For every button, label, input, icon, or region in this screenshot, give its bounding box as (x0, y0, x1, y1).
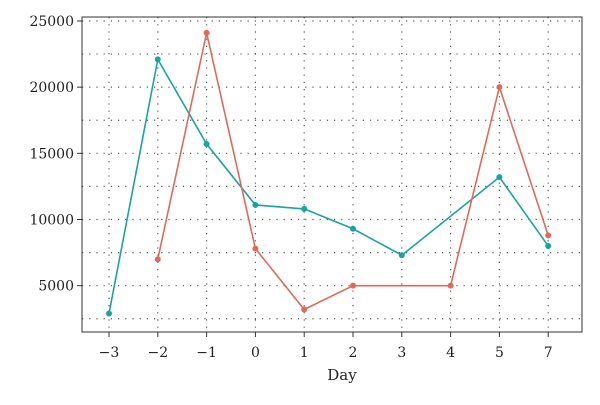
data-point (154, 56, 161, 63)
data-point (252, 201, 259, 208)
x-tick-label: 1 (300, 345, 309, 361)
data-point (301, 306, 308, 313)
series (106, 29, 552, 317)
y-tick-label: 25000 (29, 14, 74, 30)
y-axis: 5000 10000 15000 20000 25000 (29, 14, 82, 295)
x-tick-label: 7 (544, 345, 553, 361)
data-point (398, 252, 405, 259)
data-point (496, 84, 503, 91)
data-point (545, 242, 552, 249)
plot-frame (81, 16, 583, 333)
x-tick-label: 2 (349, 345, 358, 361)
data-point (301, 205, 308, 212)
series-line (108, 57, 549, 314)
x-tick-label: 0 (251, 345, 260, 361)
y-tick-label: 20000 (29, 80, 74, 96)
x-axis-title: Day (327, 366, 357, 384)
y-tick-label: 10000 (29, 213, 74, 229)
x-tick-label: 4 (446, 345, 455, 361)
data-point (106, 310, 112, 317)
data-point (350, 282, 356, 289)
x-tick-label: −2 (147, 345, 168, 361)
series-line (157, 32, 549, 311)
y-tick-label: 15000 (29, 146, 74, 162)
x-tick-label: −1 (196, 345, 217, 361)
x-tick-label: 3 (397, 345, 406, 361)
series-2 (154, 29, 552, 313)
x-tick-label: 5 (495, 345, 504, 361)
series-1 (106, 56, 552, 317)
data-point (545, 232, 552, 239)
data-point (252, 245, 259, 252)
data-point (496, 174, 503, 181)
data-point (154, 256, 161, 263)
data-point (447, 282, 454, 289)
data-point (203, 29, 210, 36)
data-point (350, 225, 356, 232)
y-tick-label: 5000 (38, 279, 74, 295)
x-axis: −3 −2 −1 0 1 2 3 4 5 7 (99, 332, 553, 361)
data-point (203, 141, 210, 148)
x-tick-label: −3 (99, 345, 120, 361)
